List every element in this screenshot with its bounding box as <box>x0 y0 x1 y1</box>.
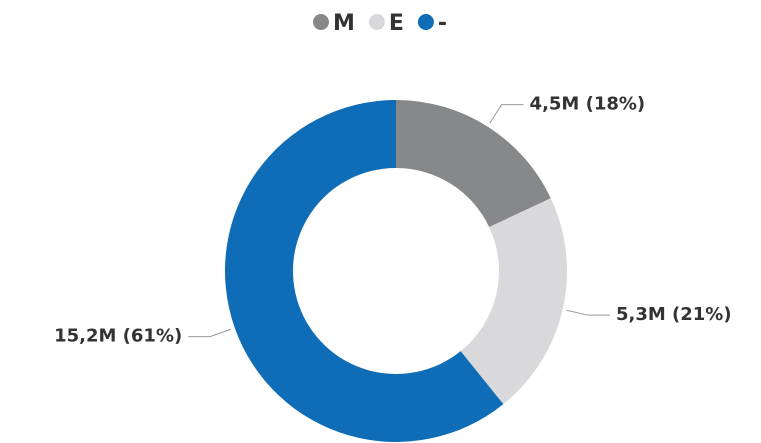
legend-text: - <box>438 11 447 36</box>
legend-marker <box>417 14 434 30</box>
leader-line <box>566 309 610 316</box>
value-label: 15,2M (61%) <box>54 326 182 347</box>
value-label: 5,3M (21%) <box>616 304 732 325</box>
legend-marker <box>368 14 385 30</box>
donut-slice <box>396 100 551 228</box>
donut-slice <box>225 100 504 442</box>
value-label: 4,5M (18%) <box>530 94 646 115</box>
donut-slice <box>460 198 567 405</box>
legend-text: M <box>333 11 355 36</box>
legend-marker <box>312 14 329 30</box>
legend-text: E <box>389 11 404 36</box>
leader-line <box>489 104 524 124</box>
leader-line <box>188 328 232 338</box>
